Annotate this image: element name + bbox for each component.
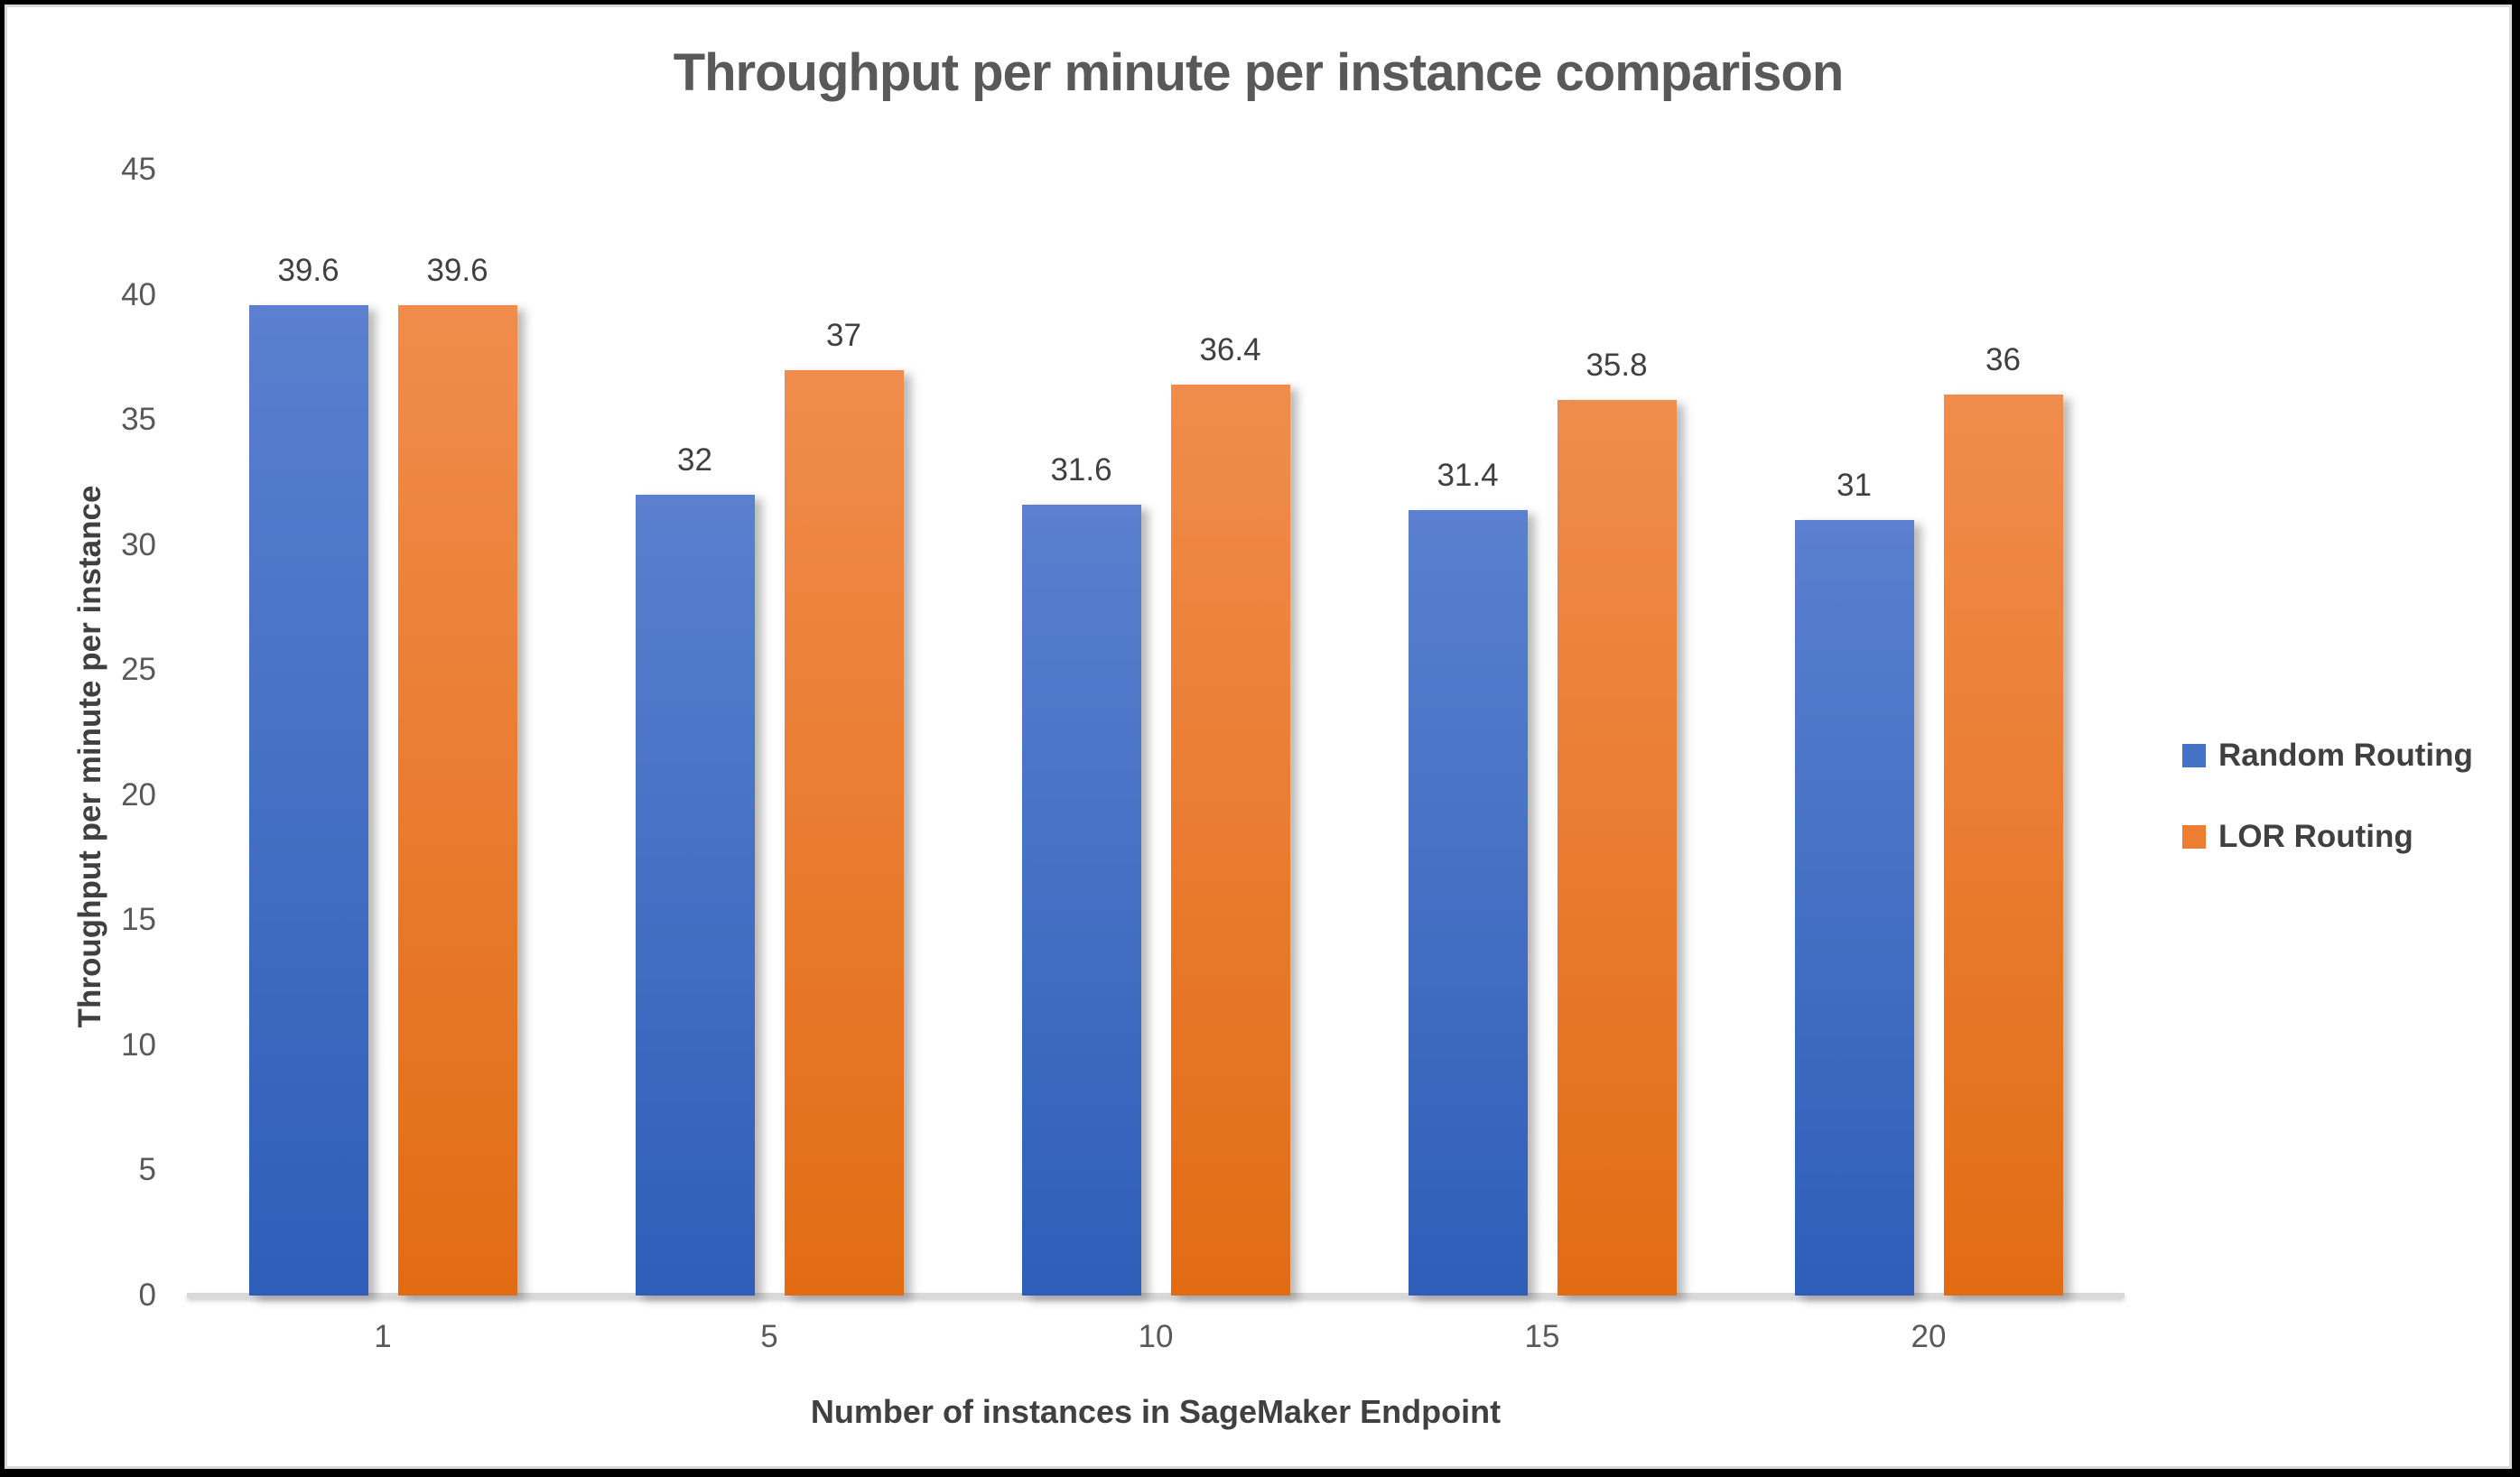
bar-lor-routing: 37 bbox=[784, 318, 904, 1296]
bar-random-routing: 31 bbox=[1794, 468, 1914, 1296]
x-axis-title: Number of instances in SageMaker Endpoin… bbox=[810, 1393, 1502, 1430]
bar-value-label: 31.6 bbox=[1050, 452, 1112, 488]
x-tick-label: 5 bbox=[760, 1319, 778, 1354]
legend-swatch-random-routing bbox=[2182, 744, 2206, 767]
y-tick-label: 30 bbox=[121, 526, 156, 562]
legend-label: Random Routing bbox=[2218, 738, 2473, 773]
y-tick-label: 45 bbox=[121, 152, 156, 187]
bar-random-routing: 31.4 bbox=[1408, 458, 1528, 1296]
bar-random-routing: 32 bbox=[635, 442, 755, 1296]
x-axis-line bbox=[187, 1293, 2125, 1298]
y-tick-label: 20 bbox=[121, 776, 156, 813]
bar-lor-routing: 39.6 bbox=[397, 253, 517, 1296]
legend-item: Random Routing bbox=[2182, 738, 2473, 774]
y-tick-label: 0 bbox=[138, 1277, 156, 1313]
y-axis-ticks: 0 5 10 15 20 25 30 35 40 45 bbox=[77, 152, 156, 1313]
bar-value-label: 35.8 bbox=[1585, 347, 1648, 383]
legend-swatch-lor-routing bbox=[2182, 825, 2206, 849]
y-tick-label: 5 bbox=[138, 1152, 156, 1188]
bar-group: 32 37 5 bbox=[576, 170, 962, 1354]
legend: Random Routing LOR Routing bbox=[2182, 738, 2473, 855]
bar-random-routing: 39.6 bbox=[248, 253, 368, 1296]
bar-lor-routing: 36.4 bbox=[1170, 332, 1290, 1296]
bar-value-label: 36.4 bbox=[1199, 332, 1261, 368]
bar-value-label: 32 bbox=[677, 442, 712, 478]
bar-value-label: 36 bbox=[1985, 342, 2021, 378]
legend-item: LOR Routing bbox=[2182, 819, 2473, 855]
bar-value-label: 39.6 bbox=[426, 252, 488, 288]
bar-group: 31.6 36.4 10 bbox=[962, 170, 1349, 1354]
bar-value-label: 31 bbox=[1837, 468, 1872, 503]
bar-group: 31 36 20 bbox=[1735, 170, 2122, 1354]
x-tick-label: 1 bbox=[374, 1319, 392, 1354]
y-tick-label: 25 bbox=[121, 652, 156, 688]
y-tick-label: 15 bbox=[121, 902, 156, 938]
x-tick-label: 20 bbox=[1911, 1319, 1947, 1354]
bar-lor-routing: 36 bbox=[1943, 342, 2063, 1296]
plot-area: 39.6 39.6 1 32 37 5 31.6 36.4 10 31.4 35.8 15 31 36 20 bbox=[187, 170, 2125, 1354]
bar-lor-routing: 35.8 bbox=[1557, 348, 1677, 1296]
bar-value-label: 31.4 bbox=[1437, 457, 1499, 493]
chart-title: Throughput per minute per instance compa… bbox=[673, 43, 1845, 102]
x-tick-label: 10 bbox=[1138, 1319, 1174, 1354]
bar-group: 31.4 35.8 15 bbox=[1349, 170, 1735, 1354]
bar-value-label: 37 bbox=[826, 317, 861, 353]
x-tick-label: 15 bbox=[1524, 1319, 1560, 1354]
y-tick-label: 10 bbox=[121, 1026, 156, 1063]
y-tick-label: 40 bbox=[121, 276, 156, 312]
bar-random-routing: 31.6 bbox=[1021, 452, 1141, 1296]
bar-group: 39.6 39.6 1 bbox=[190, 170, 576, 1354]
legend-label: LOR Routing bbox=[2218, 819, 2413, 854]
bar-value-label: 39.6 bbox=[277, 252, 339, 288]
plot-area-slots: 39.6 39.6 1 32 37 5 31.6 36.4 10 31.4 35.8 15 31 36 20 bbox=[190, 170, 2122, 1354]
y-tick-label: 35 bbox=[121, 402, 156, 438]
